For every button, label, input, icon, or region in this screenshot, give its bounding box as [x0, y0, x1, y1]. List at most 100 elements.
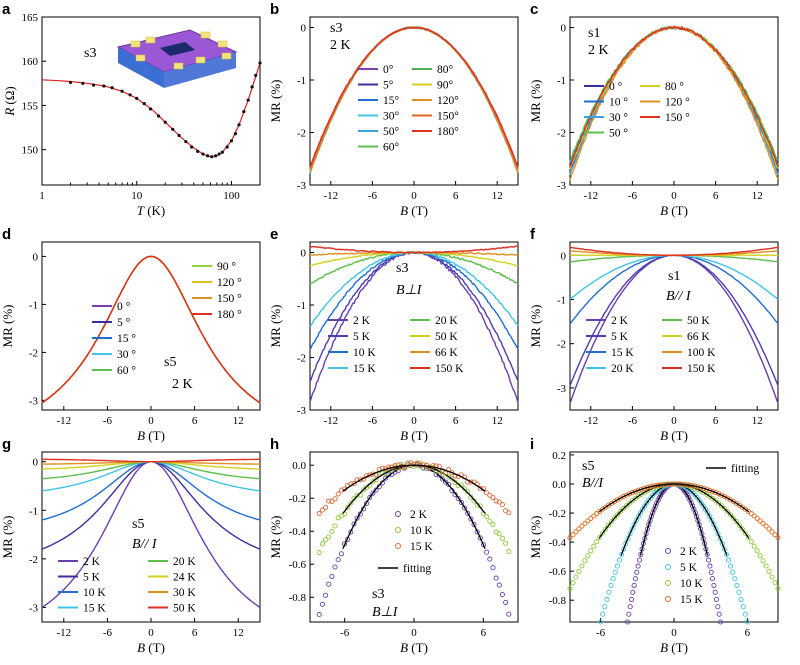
- data-point-10K: [573, 574, 579, 580]
- legend-label: 50 K: [435, 331, 458, 343]
- data-point-15K: [323, 504, 329, 510]
- data-point-5K: [732, 576, 738, 582]
- x-tick-label: 0: [148, 627, 154, 639]
- data-point-5K: [631, 522, 637, 528]
- data-point-10K: [323, 537, 329, 543]
- legend-label: 80 °: [665, 81, 684, 93]
- data-point: [233, 132, 238, 136]
- data-point-2K: [655, 497, 661, 503]
- x-axis-label: B (T): [400, 640, 428, 655]
- x-tick-label: 6: [713, 415, 719, 427]
- data-point-2K: [490, 565, 496, 571]
- panel-letter: d: [2, 226, 11, 243]
- x-axis-label-unit: (T): [408, 640, 428, 655]
- data-point-2K: [338, 551, 344, 557]
- data-point-5K: [612, 569, 618, 575]
- device-illustration: [116, 29, 238, 88]
- curve-10K: [309, 251, 519, 350]
- plot-frame: [41, 16, 261, 186]
- plot-frame: [569, 241, 779, 411]
- data-point-2K: [468, 516, 474, 522]
- panel-h: -6 0 6 0.0 -0.2 -0.4 -0.6 -0.8 B (T) MR (%) 2 K 10 …: [268, 436, 519, 655]
- data-point-10K: [465, 489, 471, 495]
- data-point-2K: [443, 479, 449, 485]
- x-tick-label: 12: [233, 627, 244, 639]
- data-point: [142, 102, 146, 106]
- data-point: [250, 85, 254, 89]
- data-point-2K: [493, 575, 499, 581]
- data-point-10K: [600, 530, 606, 536]
- data-point: [220, 150, 224, 154]
- y-tick-label: -1: [297, 300, 306, 312]
- legend-label: 2 K: [353, 315, 371, 327]
- panel-d: -12 -6 0 6 12 0 -1 -2 -3 B (T) MR (%) 0 ° 5 ° 15 ° 30 …: [0, 226, 261, 443]
- data-point-2K: [496, 582, 502, 588]
- y-tick-label: -0.6: [289, 559, 307, 571]
- data-point-10K: [461, 486, 468, 492]
- data-point-10K: [316, 549, 322, 556]
- legend-label: 100 K: [687, 347, 716, 359]
- fitting-line: [342, 464, 486, 492]
- x-tick-label: 6: [745, 627, 751, 639]
- data-point-5K: [707, 513, 713, 520]
- fitting-line: [598, 483, 750, 513]
- y-tick-label: -3: [29, 395, 39, 407]
- data-point-15K: [623, 492, 630, 498]
- data-point: [81, 81, 85, 85]
- y-tick-label: 0: [33, 251, 39, 263]
- data-point-2K: [711, 582, 717, 588]
- curve-24K: [42, 461, 260, 470]
- data-point-2K: [474, 529, 480, 535]
- x-axis-label-unit: (T): [408, 203, 428, 218]
- annotation-0: s5: [582, 459, 594, 474]
- x-tick-label: 6: [713, 190, 719, 202]
- y-axis-label: R (Ω): [2, 86, 17, 117]
- data-point-15K: [710, 488, 716, 494]
- data-point-10K: [597, 534, 603, 540]
- data-point-15K: [763, 523, 769, 529]
- legend-label: 0 °: [117, 301, 131, 313]
- legend-label: 15°: [383, 95, 400, 107]
- panel-letter: e: [270, 226, 278, 243]
- data-point-2K: [652, 503, 658, 509]
- data-point-15K: [775, 535, 781, 541]
- data-point-5K: [715, 531, 721, 537]
- y-tick-label: -3: [297, 405, 307, 417]
- data-point-10K: [484, 514, 490, 520]
- x-tick-label: 6: [192, 415, 198, 427]
- x-tick-label: -6: [340, 627, 350, 639]
- data-point-15K: [629, 490, 635, 496]
- data-point-5K: [629, 526, 635, 532]
- data-point-15K: [573, 529, 579, 535]
- data-point-10K: [499, 535, 505, 541]
- data-point-10K: [579, 563, 585, 569]
- data-point-10K: [332, 523, 338, 529]
- legend-label: 180 °: [217, 309, 242, 321]
- legend-label: 10 °: [609, 97, 628, 109]
- curve-10K: [41, 460, 261, 521]
- data-point-15K: [493, 498, 499, 504]
- substrate-left: [118, 47, 164, 88]
- data-point: [196, 149, 200, 153]
- y-tick-label: -0.2: [289, 493, 306, 505]
- data-point: [110, 86, 114, 90]
- data-point-10K: [496, 531, 502, 537]
- data-point-15K: [319, 507, 325, 513]
- data-point-10K: [614, 512, 621, 518]
- data-point-10K: [576, 568, 582, 574]
- data-point-15K: [420, 462, 427, 468]
- data-point-2K: [654, 500, 660, 506]
- data-point-10K: [468, 494, 474, 500]
- y-tick-label: -1: [557, 75, 566, 87]
- data-point: [225, 145, 229, 149]
- data-point-2K: [632, 576, 639, 582]
- data-point-10K: [591, 543, 597, 549]
- data-point-2K: [465, 510, 471, 516]
- data-point-10K: [348, 500, 354, 506]
- annotation-1: 2 K: [172, 377, 193, 392]
- flake: [160, 42, 195, 56]
- data-point-15K: [386, 464, 392, 470]
- data-point-5K: [717, 535, 723, 542]
- y-tick-label: 0.0: [292, 460, 306, 472]
- data-point: [171, 127, 175, 131]
